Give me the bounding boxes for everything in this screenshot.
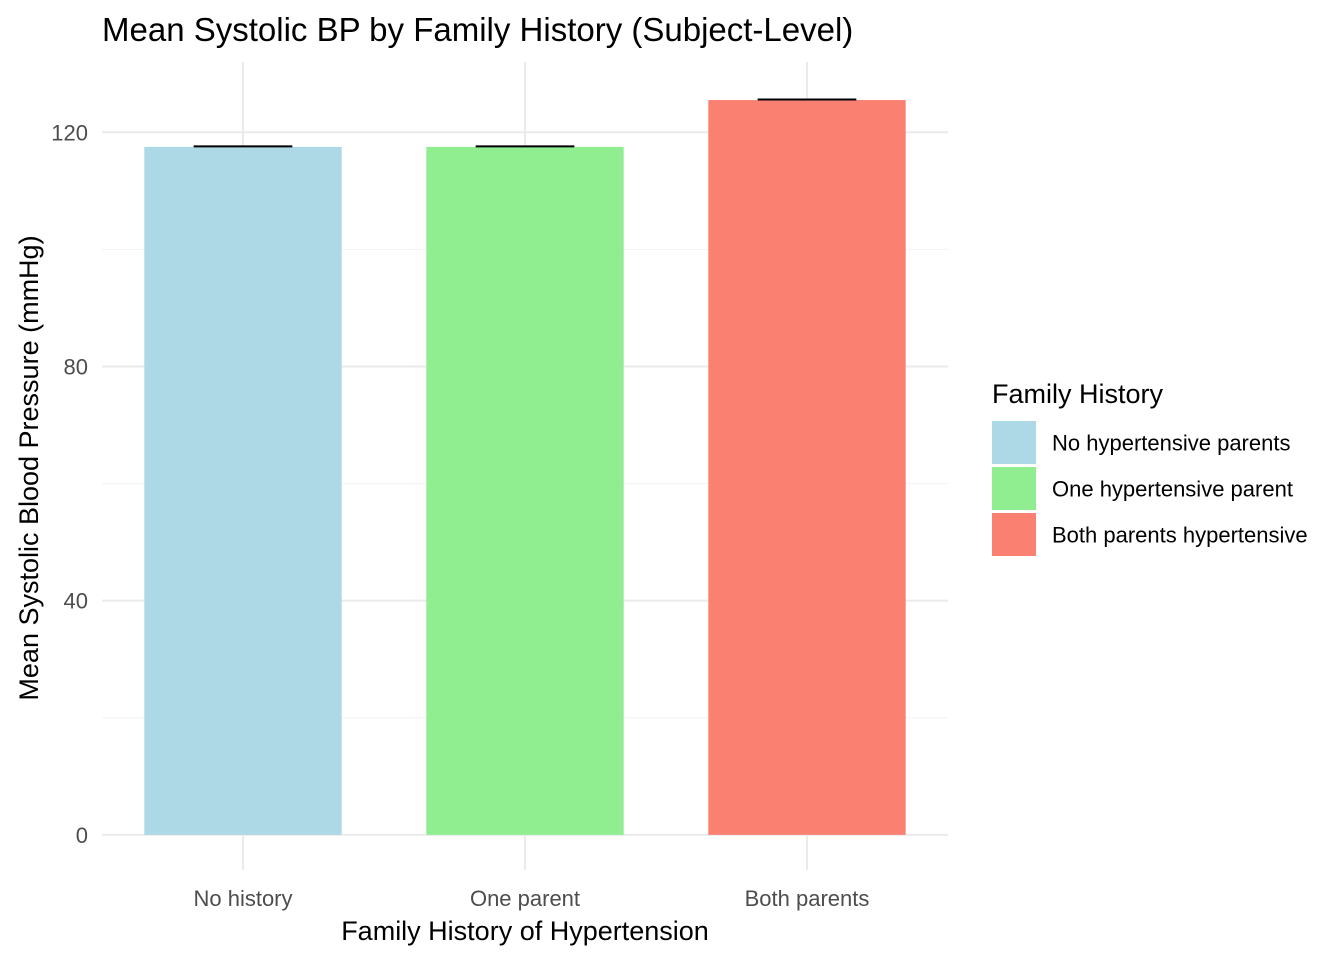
bar-both-parents — [708, 100, 906, 835]
legend-label: Both parents hypertensive — [1052, 523, 1308, 548]
y-axis-ticks: 0 40 80 120 — [51, 120, 88, 848]
legend-label: No hypertensive parents — [1052, 431, 1290, 456]
y-axis-title: Mean Systolic Blood Pressure (mmHg) — [14, 235, 44, 700]
error-bars — [193, 98, 857, 148]
legend-key — [992, 421, 1036, 464]
y-tick-label: 40 — [64, 589, 88, 614]
y-tick-label: 0 — [76, 823, 88, 848]
x-tick-label: No history — [193, 886, 292, 911]
bars — [144, 100, 906, 835]
chart-title: Mean Systolic BP by Family History (Subj… — [102, 11, 853, 48]
legend-title: Family History — [992, 379, 1164, 409]
legend-items: No hypertensive parents One hypertensive … — [992, 421, 1308, 556]
x-tick-label: Both parents — [745, 886, 870, 911]
bar-one-parent — [426, 146, 624, 835]
legend-label: One hypertensive parent — [1052, 477, 1293, 502]
y-tick-label: 120 — [51, 120, 88, 145]
x-axis-ticks: No history One parent Both parents — [193, 886, 869, 911]
bar-no-history — [144, 146, 342, 835]
x-tick-label: One parent — [470, 886, 580, 911]
legend-key — [992, 467, 1036, 510]
y-tick-label: 80 — [64, 354, 88, 379]
x-axis-title: Family History of Hypertension — [341, 916, 709, 946]
legend: Family History No hypertensive parents On… — [992, 379, 1308, 556]
legend-key — [992, 513, 1036, 556]
